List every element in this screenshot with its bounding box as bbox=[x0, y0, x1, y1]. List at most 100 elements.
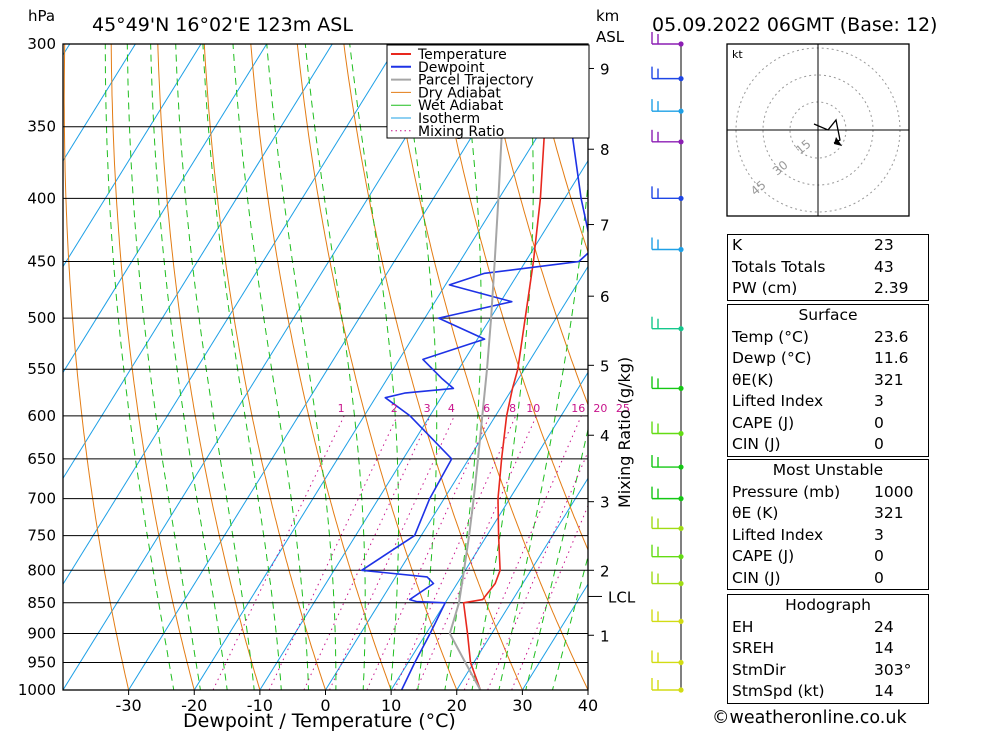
x-tick-label: -20 bbox=[181, 696, 207, 715]
hodo-row-sreh: SREH 14 bbox=[732, 639, 894, 657]
pressure-tick-label: 400 bbox=[27, 189, 56, 207]
surface-row-dewp: Dewp (°C) 11.6 bbox=[732, 349, 909, 367]
surface-title: Surface bbox=[798, 306, 858, 324]
wind-barbs bbox=[651, 32, 684, 693]
mixing-ratio-line bbox=[394, 415, 517, 690]
x-tick-label: 20 bbox=[447, 696, 467, 715]
dry-adiabat-line bbox=[63, 44, 130, 690]
legend-label: Mixing Ratio bbox=[418, 124, 504, 140]
dry-adiabat-line bbox=[951, 0, 1000, 716]
hodograph-box: Hodograph EH 24 SREH 14 StmDir 303° StmSpd … bbox=[727, 594, 929, 704]
wet-adiabat-line bbox=[551, 554, 588, 690]
wet-adiabat-line bbox=[202, 44, 282, 690]
mixing-ratio-tick-label: 16 bbox=[571, 402, 585, 415]
dry-adiabat-line bbox=[157, 44, 261, 690]
mixing-ratio-tick-label: 3 bbox=[424, 402, 431, 415]
temperature-line bbox=[462, 44, 549, 690]
km-tick-label: 8 bbox=[600, 141, 610, 159]
isotherm-line bbox=[63, 44, 333, 480]
pressure-tick-label: 650 bbox=[27, 450, 56, 468]
mu-row-thetae: θE (K) 321 bbox=[732, 504, 904, 522]
dry-adiabat-line bbox=[203, 44, 327, 690]
most-unstable-title: Most Unstable bbox=[772, 461, 884, 479]
x-axis-label: Dewpoint / Temperature (°C) bbox=[183, 710, 456, 732]
legend-label: Temperature bbox=[417, 47, 507, 63]
legend-label: Wet Adiabat bbox=[418, 98, 504, 114]
wet-adiabat-line bbox=[104, 44, 175, 690]
credit-text[interactable]: ©weatheronline.co.uk bbox=[712, 708, 907, 728]
legend-label: Dewpoint bbox=[418, 60, 485, 76]
mixing-ratio-tick-label: 8 bbox=[509, 402, 516, 415]
dry-adiabat-line bbox=[250, 44, 392, 690]
x-tick-label: -10 bbox=[247, 696, 273, 715]
pressure-tick-label: 800 bbox=[27, 561, 56, 579]
index-row-pw: PW (cm) 2.39 bbox=[732, 279, 909, 297]
pressure-tick-label: 950 bbox=[27, 653, 56, 671]
wet-adiabat-line bbox=[150, 44, 228, 690]
surface-box: Surface Temp (°C) 23.6 Dewp (°C) 11.6 θE(K… bbox=[727, 304, 929, 457]
km-tick-label: 5 bbox=[600, 357, 610, 375]
wet-adiabat-line bbox=[126, 44, 201, 690]
mu-row-cape: CAPE (J) 0 bbox=[732, 547, 884, 565]
wet-adiabat-line bbox=[304, 44, 366, 690]
indices-box: K 23 Totals Totals 43 PW (cm) 2.39 bbox=[727, 234, 929, 301]
km-tick-label: 9 bbox=[600, 60, 610, 78]
mixing-ratio-tick-label: 25 bbox=[616, 402, 630, 415]
legend-label: Isotherm bbox=[418, 111, 480, 127]
legend-label: Parcel Trajectory bbox=[418, 73, 534, 89]
hodo-row-stmspd: StmSpd (kt) 14 bbox=[732, 682, 894, 700]
surface-row-li: Lifted Index 3 bbox=[732, 392, 884, 410]
mixing-ratio-line bbox=[303, 415, 431, 690]
legend-label: Dry Adiabat bbox=[418, 85, 501, 101]
wet-adiabat-line bbox=[444, 44, 482, 690]
mixing-ratio-line bbox=[415, 415, 537, 690]
hodograph-unit-label: kt bbox=[732, 48, 743, 61]
dry-adiabat-line bbox=[110, 44, 195, 690]
isotherm-line bbox=[456, 477, 588, 690]
pressure-tick-label: 750 bbox=[27, 527, 56, 545]
plot-frame bbox=[62, 43, 589, 691]
hodo-row-stmdir: StmDir 303° bbox=[732, 660, 912, 679]
isotherm-line bbox=[259, 159, 588, 690]
mixing-ratio-line bbox=[212, 415, 345, 690]
isotherm-line bbox=[63, 44, 71, 56]
mixing-ratio-line bbox=[329, 415, 455, 690]
mixing-ratio-tick-label: 1 bbox=[338, 402, 345, 415]
x-tick-label: 30 bbox=[512, 696, 532, 715]
km-tick-label: 7 bbox=[600, 217, 610, 235]
km-tick-label: 6 bbox=[600, 288, 610, 306]
datetime-title: 05.09.2022 06GMT (Base: 12) bbox=[652, 14, 937, 36]
pressure-tick-label: 500 bbox=[27, 309, 56, 327]
mixing-ratio-line bbox=[463, 415, 582, 690]
mixing-ratio-tick-label: 6 bbox=[483, 402, 490, 415]
asl-label: ASL bbox=[596, 28, 625, 46]
wet-adiabat-line bbox=[175, 44, 255, 690]
pressure-tick-label: 450 bbox=[27, 253, 56, 271]
pressure-tick-label: 900 bbox=[27, 624, 56, 642]
mixing-ratio-line bbox=[487, 450, 588, 690]
dry-adiabat-line bbox=[995, 0, 1000, 716]
surface-row-cape: CAPE (J) 0 bbox=[732, 413, 884, 432]
wet-adiabat-line bbox=[266, 44, 337, 690]
pressure-tick-label: 600 bbox=[27, 407, 56, 425]
mixing-ratio-labels: 1 2 3 4 6 8 10 16 20 25 bbox=[338, 402, 630, 415]
pressure-tick-label: 550 bbox=[27, 360, 56, 378]
isotherm-line bbox=[63, 44, 268, 374]
mixing-ratio-axis-label: Mixing Ratio (g/kg) bbox=[615, 357, 634, 508]
pressure-tick-label: 350 bbox=[27, 118, 56, 136]
dry-adiabat-line bbox=[482, 44, 588, 407]
km-tick-label: 1 bbox=[600, 627, 610, 645]
dewpoint-line bbox=[360, 68, 588, 690]
hodograph-title: Hodograph bbox=[785, 596, 871, 614]
index-row-totals: Totals Totals 43 bbox=[732, 257, 894, 276]
surface-row-temp: Temp (°C) 23.6 bbox=[732, 327, 909, 346]
dry-adiabat-line bbox=[529, 44, 588, 254]
x-tick-label: 0 bbox=[320, 696, 330, 715]
axes: 3003504004505005506006507007508008509009… bbox=[18, 35, 636, 715]
hodograph-storm-motion bbox=[834, 137, 842, 146]
index-row-k: K 23 bbox=[732, 236, 894, 254]
wet-adiabat-line bbox=[471, 44, 534, 690]
mixing-ratio-line bbox=[366, 415, 491, 690]
